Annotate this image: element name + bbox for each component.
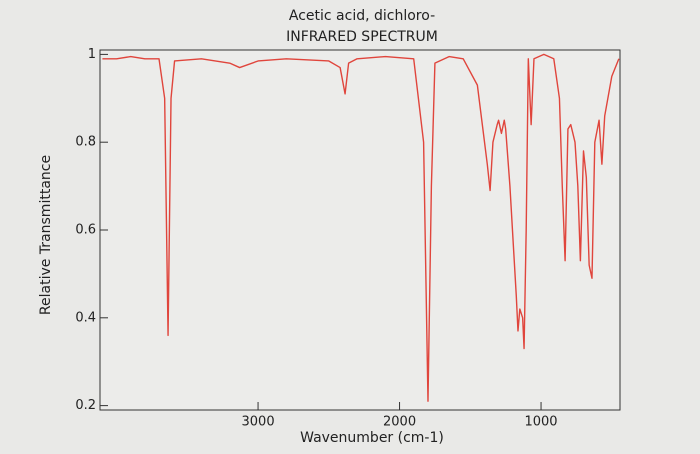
- x-tick-label: 3000: [242, 415, 275, 430]
- y-tick-label: 0.2: [75, 398, 96, 413]
- x-tick-label: 2000: [383, 415, 416, 430]
- y-tick-label: 0.4: [75, 310, 96, 325]
- x-tick-label: 1000: [524, 415, 557, 430]
- chart-subtitle: INFRARED SPECTRUM: [286, 29, 438, 45]
- y-tick-label: 1: [88, 47, 96, 62]
- spectrum-line: [102, 53, 620, 402]
- x-axis-label: Wavenumber (cm-1): [300, 430, 444, 446]
- y-tick-label: 0.6: [75, 223, 96, 238]
- y-axis-label: Relative Transmittance: [38, 155, 54, 315]
- y-tick-label: 0.8: [75, 135, 96, 150]
- plot-frame: [99, 49, 621, 411]
- chart-title: Acetic acid, dichloro-: [289, 8, 435, 24]
